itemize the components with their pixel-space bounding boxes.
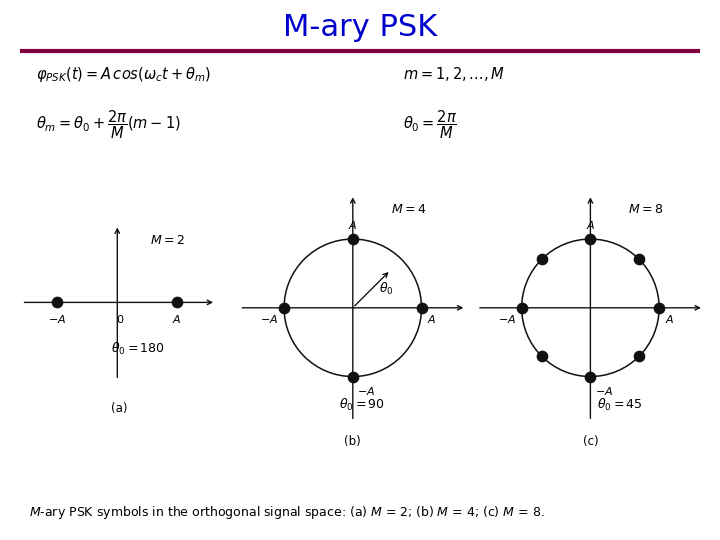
Point — [516, 303, 528, 312]
Point — [279, 303, 290, 312]
Text: $-A$: $-A$ — [48, 313, 66, 325]
Point — [585, 372, 596, 381]
Text: (c): (c) — [582, 435, 598, 448]
Point — [347, 372, 359, 381]
Text: M-ary PSK: M-ary PSK — [283, 14, 437, 43]
Text: $\theta_0 = 45$: $\theta_0 = 45$ — [598, 397, 643, 413]
Text: $\it{M}$-ary PSK symbols in the orthogonal signal space: (a) $\it{M}$ = 2; (b) $: $\it{M}$-ary PSK symbols in the orthogon… — [29, 504, 544, 521]
Text: $\theta_m = \theta_0 + \dfrac{2\pi}{M}(m-1)$: $\theta_m = \theta_0 + \dfrac{2\pi}{M}(m… — [36, 108, 181, 140]
Text: $A$: $A$ — [172, 313, 182, 325]
Text: $\theta_0 = 180$: $\theta_0 = 180$ — [112, 341, 166, 357]
Text: $\varphi_{PSK}(t) = A\,cos(\omega_c t + \theta_m)$: $\varphi_{PSK}(t) = A\,cos(\omega_c t + … — [36, 65, 211, 84]
Text: $M = 2$: $M = 2$ — [150, 234, 185, 247]
Point — [347, 235, 359, 244]
Text: $\theta_0 = 90$: $\theta_0 = 90$ — [339, 397, 385, 413]
Text: (b): (b) — [344, 435, 361, 448]
Point — [585, 235, 596, 244]
Point — [52, 298, 63, 307]
Text: $A$: $A$ — [427, 313, 436, 325]
Point — [653, 303, 665, 312]
Text: $-A$: $-A$ — [357, 385, 375, 397]
Point — [633, 352, 644, 361]
Point — [536, 352, 548, 361]
Text: $\theta_0 = \dfrac{2\pi}{M}$: $\theta_0 = \dfrac{2\pi}{M}$ — [403, 108, 457, 140]
Text: $-A$: $-A$ — [261, 313, 279, 325]
Text: $A$: $A$ — [585, 219, 595, 231]
Text: $-A$: $-A$ — [595, 385, 613, 397]
Text: $0$: $0$ — [116, 313, 125, 325]
Point — [415, 303, 427, 312]
Text: $M = 8$: $M = 8$ — [628, 204, 663, 217]
Text: $-A$: $-A$ — [498, 313, 516, 325]
Text: $M = 4$: $M = 4$ — [391, 204, 426, 217]
Text: $m = 1, 2, \ldots, M$: $m = 1, 2, \ldots, M$ — [403, 65, 505, 83]
Text: $A$: $A$ — [665, 313, 674, 325]
Point — [536, 255, 548, 264]
Point — [171, 298, 183, 307]
Text: $A$: $A$ — [348, 219, 358, 231]
Point — [633, 255, 644, 264]
Text: (a): (a) — [111, 402, 127, 415]
Text: $\theta_0$: $\theta_0$ — [379, 281, 394, 297]
